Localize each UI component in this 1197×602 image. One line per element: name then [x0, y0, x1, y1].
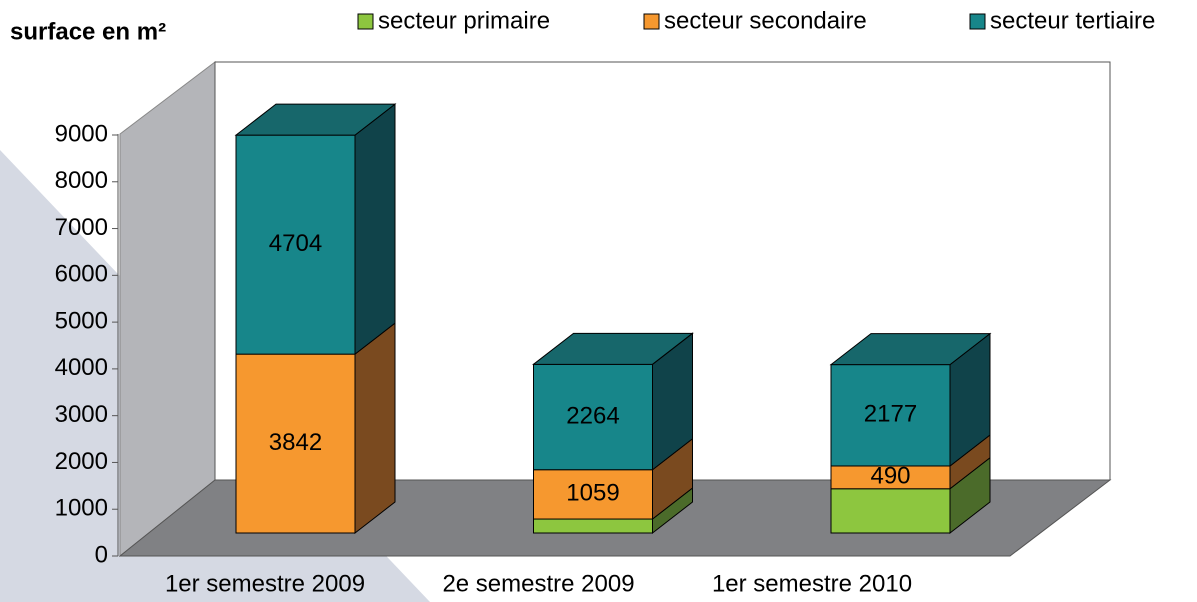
data-label: 1059: [566, 480, 619, 507]
bar-top: [829, 333, 992, 366]
data-label: 2264: [566, 402, 619, 429]
y-tick-label: 3000: [55, 401, 108, 428]
bar-top: [234, 103, 397, 136]
data-label: 490: [870, 463, 910, 490]
legend-swatch: [643, 13, 660, 30]
y-tick-label: 4000: [55, 354, 108, 381]
bar: [533, 363, 653, 471]
bar-top: [532, 332, 694, 365]
legend-swatch: [357, 13, 374, 30]
y-tick-label: 7000: [55, 214, 108, 241]
x-tick-label: 1er semestre 2010: [712, 570, 912, 597]
data-label: 4704: [269, 230, 322, 257]
legend-label: secteur tertiaire: [990, 7, 1155, 34]
bar-side: [354, 103, 396, 356]
bar: [235, 353, 356, 534]
bar-side: [354, 322, 396, 535]
bar: [533, 518, 653, 534]
bar: [830, 488, 951, 534]
y-tick-label: 0: [95, 541, 108, 568]
data-label: 3842: [269, 429, 322, 456]
data-label: 2177: [864, 401, 917, 428]
side-wall: [119, 60, 216, 558]
bar: [235, 134, 356, 355]
y-tick-label: 6000: [55, 261, 108, 288]
x-tick-label: 2e semestre 2009: [442, 570, 634, 597]
bar: [830, 364, 951, 467]
y-tick-label: 1000: [55, 495, 108, 522]
y-tick-label: 8000: [55, 167, 108, 194]
y-tick-label: 5000: [55, 307, 108, 334]
legend-label: secteur secondaire: [664, 7, 867, 34]
y-tick-label: 2000: [55, 448, 108, 475]
bar: [533, 469, 653, 520]
legend-swatch: [969, 13, 986, 30]
x-tick-label: 1er semestre 2009: [165, 570, 365, 597]
y-tick-label: 9000: [55, 120, 108, 147]
legend-label: secteur primaire: [378, 7, 550, 34]
y-axis-title: surface en m²: [10, 18, 166, 45]
